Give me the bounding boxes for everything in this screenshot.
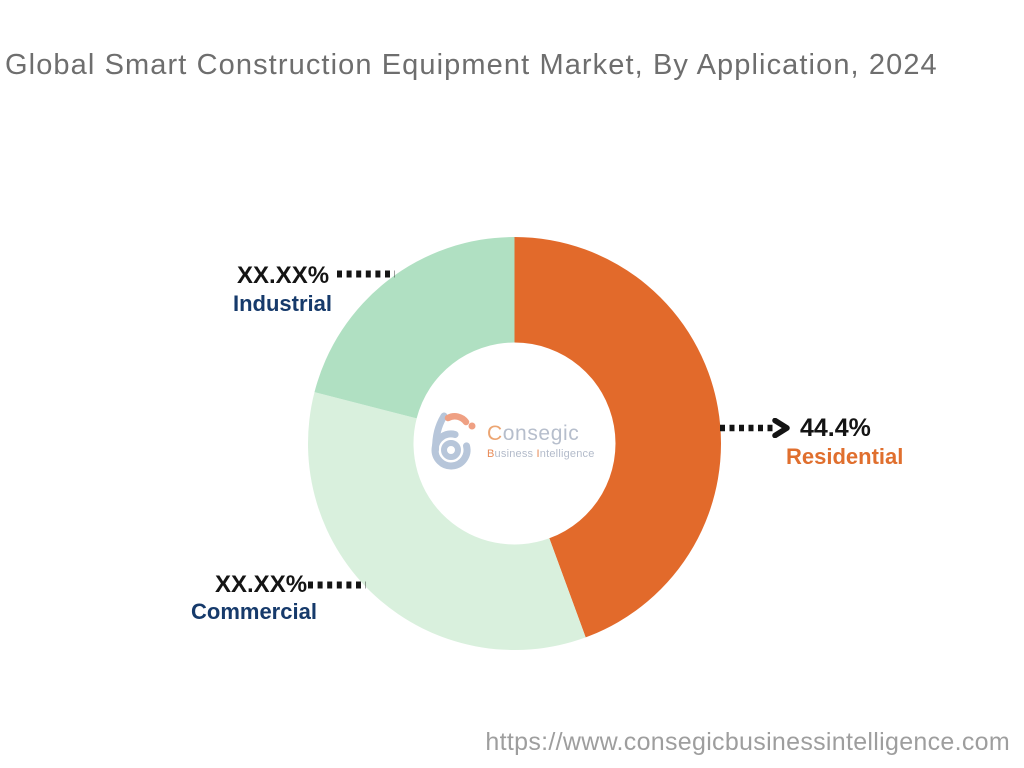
commercial-segment-label: Commercial xyxy=(191,599,317,624)
industrial-connector-dotted-line xyxy=(337,270,395,278)
logo-swoosh-icon xyxy=(444,413,470,426)
logo-brand-name: Consegic xyxy=(487,421,580,445)
donut-segment-industrial xyxy=(314,237,515,419)
consegic-b-logo-icon xyxy=(431,412,476,470)
donut-segment-commercial xyxy=(308,392,586,650)
commercial-value-label: XX.XX% xyxy=(215,571,308,598)
source-url: https://www.consegicbusinessintelligence… xyxy=(485,728,1010,756)
logo-text: Consegic Business Intelligence xyxy=(487,422,595,461)
logo-dot-icon xyxy=(468,422,476,430)
donut-chart xyxy=(308,237,721,650)
arrow-head-icon xyxy=(772,418,790,438)
residential-segment-label: Residential xyxy=(786,444,904,469)
industrial-segment-label: Industrial xyxy=(233,291,333,316)
industrial-value-label: XX.XX% xyxy=(237,262,330,289)
residential-value-label: 44.4% xyxy=(800,414,871,442)
commercial-connector-dotted-line xyxy=(308,581,366,589)
donut-segment-residential xyxy=(514,237,721,638)
consegic-watermark-logo: Consegic Business Intelligence xyxy=(430,404,606,478)
page-title: Global Smart Construction Equipment Mark… xyxy=(5,49,938,81)
logo-tagline: Business Intelligence xyxy=(487,447,595,460)
residential-connector-dotted-arrow xyxy=(720,418,790,438)
